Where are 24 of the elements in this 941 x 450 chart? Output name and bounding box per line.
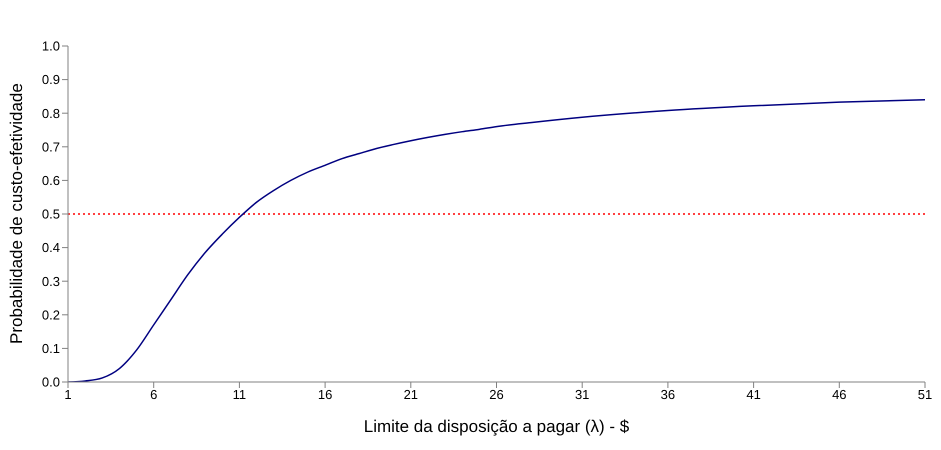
y-tick-label: 0.5 [42,206,60,222]
x-tick-label: 51 [918,387,932,402]
y-tick-label: 0.0 [42,374,60,390]
x-axis-title: Limite da disposição a pagar (λ) - $ [364,417,630,436]
x-tick-label: 1 [64,387,72,402]
x-tick-label: 16 [318,387,332,402]
x-tick-label: 46 [832,387,847,402]
y-tick-label: 0.4 [42,240,60,256]
x-tick-label: 26 [489,387,504,402]
y-tick-label: 0.7 [42,139,60,154]
y-tick-label: 0.8 [42,106,60,121]
x-tick-label: 6 [150,387,158,402]
y-axis-title: Probabilidade de custo-efetividade [7,83,26,344]
y-tick-label: 0.6 [42,173,60,188]
y-tick-label: 0.3 [42,274,60,289]
y-tick-label: 0.9 [42,72,60,88]
x-tick-label: 41 [746,387,761,402]
x-tick-label: 21 [404,387,418,402]
y-tick-label: 0.1 [42,341,60,356]
x-tick-label: 11 [232,387,246,402]
y-tick-label: 0.2 [42,307,60,322]
y-tick-label: 1.0 [42,38,60,54]
x-tick-label: 36 [660,387,676,402]
x-tick-label: 31 [574,387,590,402]
